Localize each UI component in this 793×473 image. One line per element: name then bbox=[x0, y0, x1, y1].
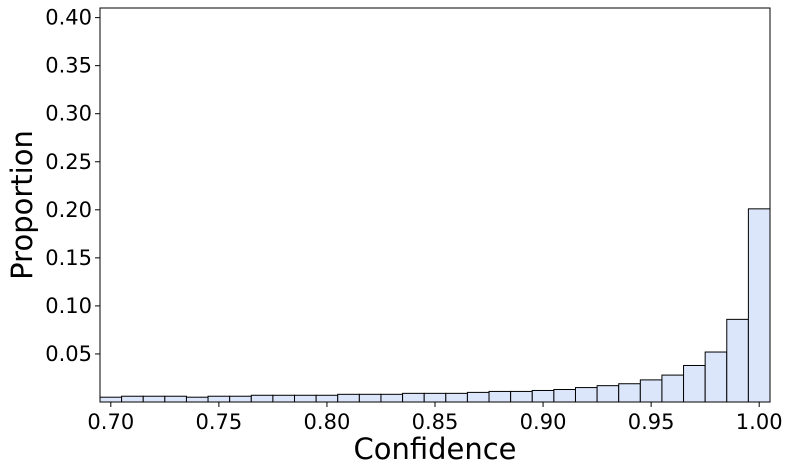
y-tick-label: 0.40 bbox=[45, 6, 92, 30]
x-tick-label: 0.85 bbox=[412, 410, 459, 434]
histogram-bar bbox=[272, 394, 296, 403]
histogram-bar bbox=[250, 394, 274, 403]
plot-frame bbox=[99, 7, 771, 403]
histogram-bar bbox=[185, 396, 209, 403]
histogram-bar bbox=[574, 387, 598, 403]
histogram-bar bbox=[683, 364, 706, 403]
y-tick-label: 0.05 bbox=[45, 342, 92, 366]
histogram-bar bbox=[229, 395, 252, 403]
histogram-bar bbox=[531, 389, 555, 403]
histogram-bar bbox=[423, 392, 447, 403]
histogram-bar bbox=[207, 395, 231, 403]
histogram-bar bbox=[488, 390, 512, 403]
y-tick-label: 0.35 bbox=[45, 54, 92, 78]
histogram-bar bbox=[510, 390, 533, 403]
histogram-bar bbox=[596, 385, 620, 403]
histogram-bar bbox=[380, 393, 404, 403]
histogram-bar bbox=[99, 396, 123, 403]
histogram-bar bbox=[726, 318, 749, 403]
histogram-bar bbox=[294, 394, 317, 403]
x-tick-label: 0.75 bbox=[195, 410, 242, 434]
histogram-bar bbox=[445, 392, 468, 403]
y-tick-label: 0.20 bbox=[45, 198, 92, 222]
histogram-bar bbox=[358, 393, 382, 403]
y-axis-ticks: 0.05 0.10 0.15 0.20 0.25 0.30 0.35 0.40 bbox=[45, 6, 100, 366]
y-axis-label: Proportion bbox=[5, 130, 39, 280]
x-tick-label: 1.00 bbox=[736, 410, 783, 434]
histogram-bar bbox=[164, 395, 187, 403]
histogram-bar bbox=[142, 395, 166, 403]
histogram-bar bbox=[639, 379, 663, 403]
histogram-bar bbox=[337, 393, 360, 403]
x-tick-label: 0.90 bbox=[520, 410, 567, 434]
x-tick-label: 0.80 bbox=[304, 410, 351, 434]
y-tick-label: 0.15 bbox=[45, 246, 92, 270]
bars-group bbox=[99, 208, 771, 403]
histogram-bar bbox=[121, 395, 144, 403]
histogram-bar bbox=[747, 208, 771, 403]
histogram-bar bbox=[466, 391, 490, 403]
histogram-bar bbox=[402, 392, 425, 403]
histogram-bar bbox=[704, 351, 728, 403]
x-tick-label: 0.95 bbox=[628, 410, 675, 434]
x-tick-label: 0.70 bbox=[87, 410, 134, 434]
histogram-bar bbox=[618, 383, 641, 403]
y-tick-label: 0.30 bbox=[45, 102, 92, 126]
y-tick-label: 0.25 bbox=[45, 150, 92, 174]
histogram-bar bbox=[661, 374, 685, 403]
y-tick-label: 0.10 bbox=[45, 294, 92, 318]
x-axis-ticks: 0.70 0.75 0.80 0.85 0.90 0.95 1.00 bbox=[87, 402, 783, 434]
histogram-bar bbox=[553, 389, 576, 403]
histogram-bar bbox=[315, 394, 339, 403]
x-axis-label: Confidence bbox=[353, 432, 516, 466]
